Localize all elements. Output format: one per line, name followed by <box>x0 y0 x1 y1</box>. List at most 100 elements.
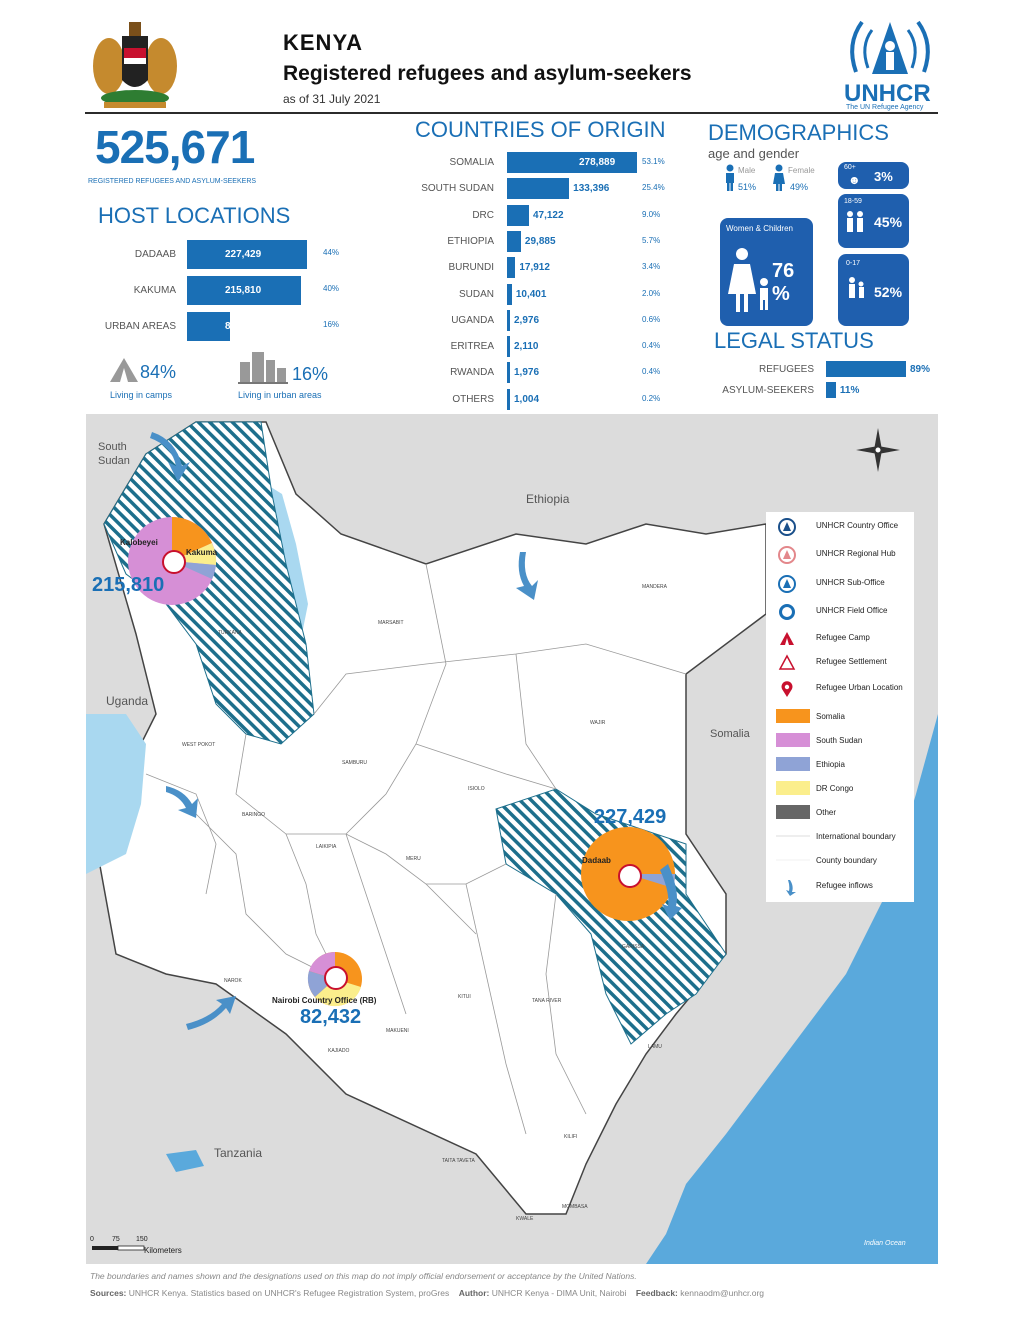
county-label-mombasa: MOMBASA <box>562 1204 588 1210</box>
nairobi-office-marker-icon <box>324 966 348 990</box>
origin-bar-label-eritrea: ERITREA <box>450 341 494 352</box>
legend-label: Other <box>816 808 837 817</box>
legend-label: Ethiopia <box>816 760 845 769</box>
county-label-kwale: KWALE <box>516 1216 534 1222</box>
county-label-marsabit: MARSABIT <box>378 620 404 626</box>
female-icon <box>772 164 786 197</box>
feedback-email[interactable]: kennaodm@unhcr.org <box>680 1288 765 1298</box>
legend-item-county-boundary: County boundary <box>766 853 914 873</box>
county-label-kajiado: KAJIADO <box>328 1048 350 1054</box>
demographics-heading: DEMOGRAPHICS <box>708 120 889 145</box>
inflow-arrow-uganda <box>166 786 198 818</box>
origin-bar-value-south-sudan: 133,396 <box>573 183 610 194</box>
sources-text: UNHCR Kenya. Statistics based on UNHCR's… <box>128 1288 450 1298</box>
women-children-label: Women & Children <box>726 224 793 233</box>
origin-bar-pct-eritrea: 0.4% <box>642 341 661 350</box>
site-value-kakuma: 215,810 <box>92 574 165 596</box>
age-0-17-box: 0-17 52% <box>838 254 909 326</box>
legend-label: Refugee Urban Location <box>816 683 903 692</box>
county-label-kitui: KITUI <box>458 994 471 1000</box>
page-subtitle: Registered refugees and asylum-seekers <box>283 62 692 85</box>
legend-item-swatch-somalia: Somalia <box>766 709 914 729</box>
camps-pct: 84% <box>140 362 177 382</box>
origin-bar-value-drc: 47,122 <box>532 210 564 221</box>
country-label-somalia: Somalia <box>710 728 750 740</box>
county-label-mandera: MANDERA <box>642 584 668 590</box>
origin-bar-pct-others: 0.2% <box>642 394 661 403</box>
sub-office-icon <box>778 575 798 593</box>
county-label-makueni: MAKUENI <box>386 1028 409 1034</box>
age-0-17-pct: 52% <box>874 284 903 300</box>
origin-bar-value-burundi: 17,912 <box>519 262 550 273</box>
host-bar-label-urban-areas: URBAN AREAS <box>104 321 176 332</box>
age-60plus-pct: 3% <box>874 169 893 184</box>
origin-bar-pct-rwanda: 0.4% <box>642 367 661 376</box>
male-icon <box>724 164 736 197</box>
host-bar-pct-kakuma: 40% <box>323 284 340 293</box>
author-text: UNHCR Kenya - DIMA Unit, Nairobi <box>491 1288 627 1298</box>
origin-bar-value-uganda: 2,976 <box>514 315 540 326</box>
legend-item-country-office: UNHCR Country Office <box>766 518 914 538</box>
host-bar-kakuma <box>187 276 301 305</box>
origin-heading: COUNTRIES OF ORIGIN <box>415 117 666 142</box>
origin-bar-pct-ethiopia: 5.7% <box>642 236 661 245</box>
county-label-lamu: LAMU <box>648 1044 662 1050</box>
tanzania-lake <box>166 1150 204 1172</box>
header-rule <box>85 112 938 114</box>
inflow-arrow-tanzania <box>186 996 236 1030</box>
origin-bar-label-south-sudan: SOUTH SUDAN <box>421 183 494 194</box>
children-icon <box>849 277 864 298</box>
urban-buildings-icon <box>238 348 288 389</box>
inflow-arrow-ethiopia <box>516 552 538 600</box>
field-office-icon <box>778 603 798 620</box>
origin-bar-label-drc: DRC <box>472 210 494 221</box>
site-value-nairobi: 82,432 <box>300 1006 362 1028</box>
urban-label: Living in urban areas <box>238 390 322 400</box>
origin-bar-pct-south-sudan: 25.4% <box>642 183 665 192</box>
legend-item-urban-location: Refugee Urban Location <box>766 680 914 700</box>
origin-bar-value-eritrea: 2,110 <box>514 341 539 352</box>
origin-bar-somalia <box>507 152 637 173</box>
origin-bar-south-sudan <box>507 178 570 199</box>
swatch-dr-congo-icon <box>776 781 810 797</box>
regional-hub-icon <box>778 546 798 564</box>
origin-bar-pct-burundi: 3.4% <box>642 262 661 271</box>
as-of-date: as of 31 July 2021 <box>283 92 381 106</box>
county-label-isiolo: ISIOLO <box>468 786 485 792</box>
urban-pct: 16% <box>292 364 329 384</box>
age-18-59-label: 18-59 <box>844 198 862 205</box>
origin-bar-label-somalia: SOMALIA <box>449 157 494 168</box>
origin-bar-burundi <box>507 257 516 278</box>
country-label-uganda: Uganda <box>106 694 149 708</box>
origin-bar-pct-sudan: 2.0% <box>642 289 661 298</box>
host-bar-pct-dadaab: 44% <box>323 248 340 257</box>
legend-label: Refugee inflows <box>816 881 873 890</box>
scale-tick-150: 150 <box>136 1236 148 1243</box>
site-label-kakuma: Kakuma <box>186 548 218 557</box>
swatch-south-sudan-icon <box>776 733 810 749</box>
unhcr-emblem-icon <box>850 20 930 74</box>
adults-icon <box>847 211 863 232</box>
female-pct: 49% <box>790 182 809 192</box>
scale-unit-label: Kilometers <box>144 1246 182 1255</box>
woman-child-icon <box>728 248 768 312</box>
scale-bar <box>92 1245 145 1251</box>
indian-ocean-label: Indian Ocean <box>864 1240 906 1247</box>
country-label-tanzania: Tanzania <box>214 1146 263 1160</box>
origin-bar-label-ethiopia: ETHIOPIA <box>447 236 494 247</box>
origin-bar-label-burundi: BURUNDI <box>448 262 494 273</box>
origin-bar-label-others: OTHERS <box>452 394 494 405</box>
legend-label: Refugee Camp <box>816 633 870 642</box>
inflow-arrow-south-sudan <box>150 432 190 482</box>
male-label: Male <box>738 166 756 175</box>
origin-bar-value-rwanda: 1,976 <box>514 367 540 378</box>
origin-bar-pct-somalia: 53.1% <box>642 157 665 166</box>
host-bar-value-urban-areas: 82,432 <box>225 321 256 332</box>
legend-item-regional-hub: UNHCR Regional Hub <box>766 546 914 566</box>
intl-boundary-icon <box>776 829 810 845</box>
site-value-dadaab: 227,429 <box>594 806 667 828</box>
origin-bar-label-sudan: SUDAN <box>458 289 494 300</box>
origin-bar-pct-drc: 9.0% <box>642 210 661 219</box>
legend-item-swatch-ethiopia: Ethiopia <box>766 757 914 777</box>
legend-label: UNHCR Field Office <box>816 606 888 615</box>
